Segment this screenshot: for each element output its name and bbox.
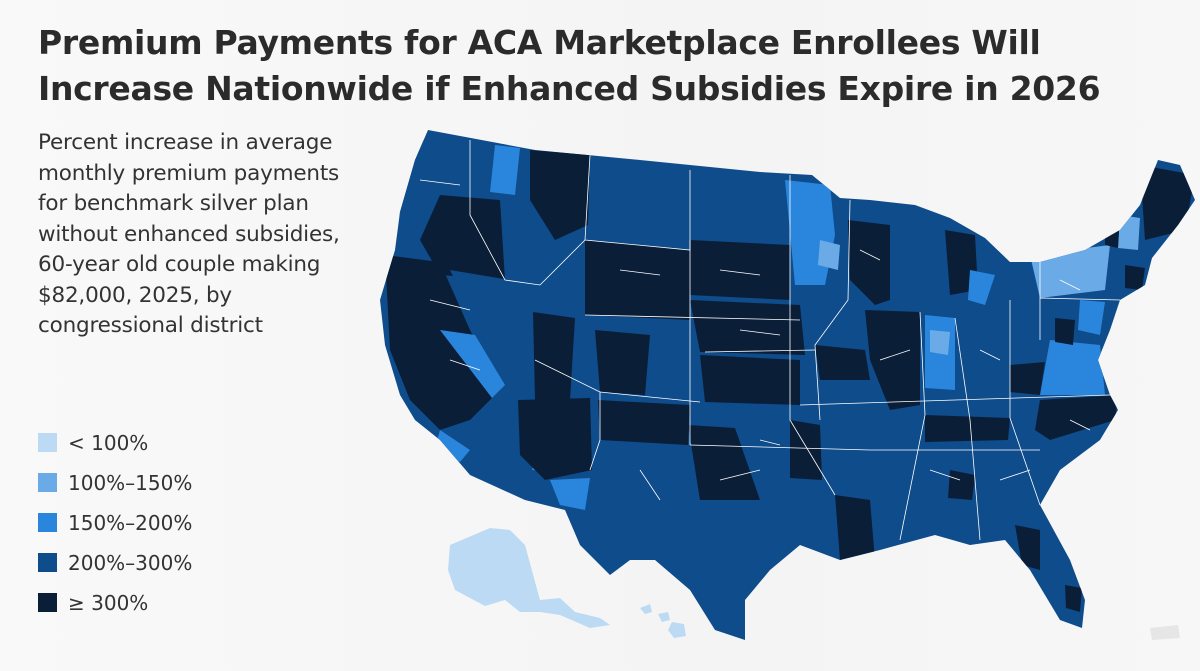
- district-shape: [385, 255, 500, 430]
- state-boundary: [584, 170, 801, 445]
- state-boundary: [469, 140, 586, 286]
- hawaii-region: [640, 604, 686, 638]
- district-shape: [925, 415, 1010, 442]
- district-shape: [948, 470, 975, 500]
- district-shape: [550, 478, 590, 510]
- district-shape: [1015, 525, 1040, 570]
- state-boundary: [789, 175, 836, 496]
- district-shape: [700, 355, 800, 405]
- state-boundary: [689, 444, 1040, 451]
- district-shape: [530, 150, 590, 240]
- district-shape: [1035, 395, 1118, 440]
- district-shape: [533, 312, 575, 400]
- district-shape: [1055, 318, 1075, 345]
- district-shape: [790, 420, 822, 480]
- district-shape: [1010, 362, 1045, 395]
- district-shape: [930, 330, 950, 355]
- state-boundary: [954, 317, 981, 541]
- legend-swatch: [38, 553, 57, 572]
- district-shape: [490, 145, 520, 195]
- district-shape: [1118, 215, 1140, 250]
- legend-item-200-300: 200%–300%: [38, 548, 298, 588]
- district-shape: [1125, 265, 1145, 290]
- alaska-region: [448, 528, 610, 628]
- legend-item-gte300: ≥ 300%: [38, 588, 298, 628]
- district-shape: [818, 240, 840, 270]
- legend-swatch: [38, 433, 57, 452]
- district-shape: [598, 400, 690, 445]
- state-boundary: [899, 311, 926, 541]
- district-shape: [815, 345, 870, 380]
- district-shape: [690, 300, 805, 355]
- district-shape: [1030, 245, 1110, 298]
- legend: < 100% 100%–150% 150%–200% 200%–300% ≥ 3…: [38, 428, 298, 628]
- legend-label: < 100%: [68, 431, 149, 455]
- district-shape: [595, 330, 650, 395]
- state-boundary: [1039, 260, 1121, 340]
- hawaii-island: [658, 612, 670, 622]
- district-boundary: [419, 179, 1091, 501]
- legend-swatch: [38, 593, 57, 612]
- legend-label: ≥ 300%: [68, 591, 149, 615]
- legend-swatch: [38, 513, 57, 532]
- district-shape: [435, 430, 470, 462]
- district-shape: [688, 425, 760, 500]
- district-shape: [1078, 300, 1105, 335]
- district-shape: [450, 270, 540, 375]
- district-shape: [835, 495, 875, 560]
- legend-label: 100%–150%: [68, 471, 193, 495]
- state-boundary: [599, 349, 816, 403]
- legend-swatch: [38, 473, 57, 492]
- state-boundary: [799, 394, 1111, 406]
- district-shape: [1040, 340, 1105, 395]
- map-subtitle: Percent increase in average monthly prem…: [38, 130, 340, 338]
- district-shape: [1105, 215, 1120, 248]
- puerto-rico-region: [1150, 625, 1180, 640]
- state-boundary: [534, 359, 601, 471]
- legend-item-100-150: 100%–150%: [38, 468, 298, 508]
- hawaii-island: [640, 604, 652, 614]
- state-boundary: [1009, 300, 1041, 506]
- legend-label: 150%–200%: [68, 511, 193, 535]
- legend-item-lt100: < 100%: [38, 428, 298, 468]
- district-shape: [420, 195, 505, 280]
- district-shape: [1140, 165, 1195, 240]
- district-shape: [865, 310, 920, 410]
- district-shape: [440, 330, 505, 398]
- district-shape: [690, 240, 790, 300]
- legend-item-150-200: 150%–200%: [38, 508, 298, 548]
- state-boundary: [814, 199, 851, 421]
- district-shape: [1065, 585, 1082, 612]
- boundary-lines: [419, 140, 1121, 541]
- district-shape: [585, 240, 690, 320]
- legend-label: 200%–300%: [68, 551, 193, 575]
- district-shape: [968, 270, 995, 305]
- hawaii-island: [668, 622, 686, 638]
- district-shape: [848, 220, 890, 305]
- district-shape: [518, 398, 592, 480]
- page-title: Premium Payments for ACA Marketplace Enr…: [38, 23, 1101, 108]
